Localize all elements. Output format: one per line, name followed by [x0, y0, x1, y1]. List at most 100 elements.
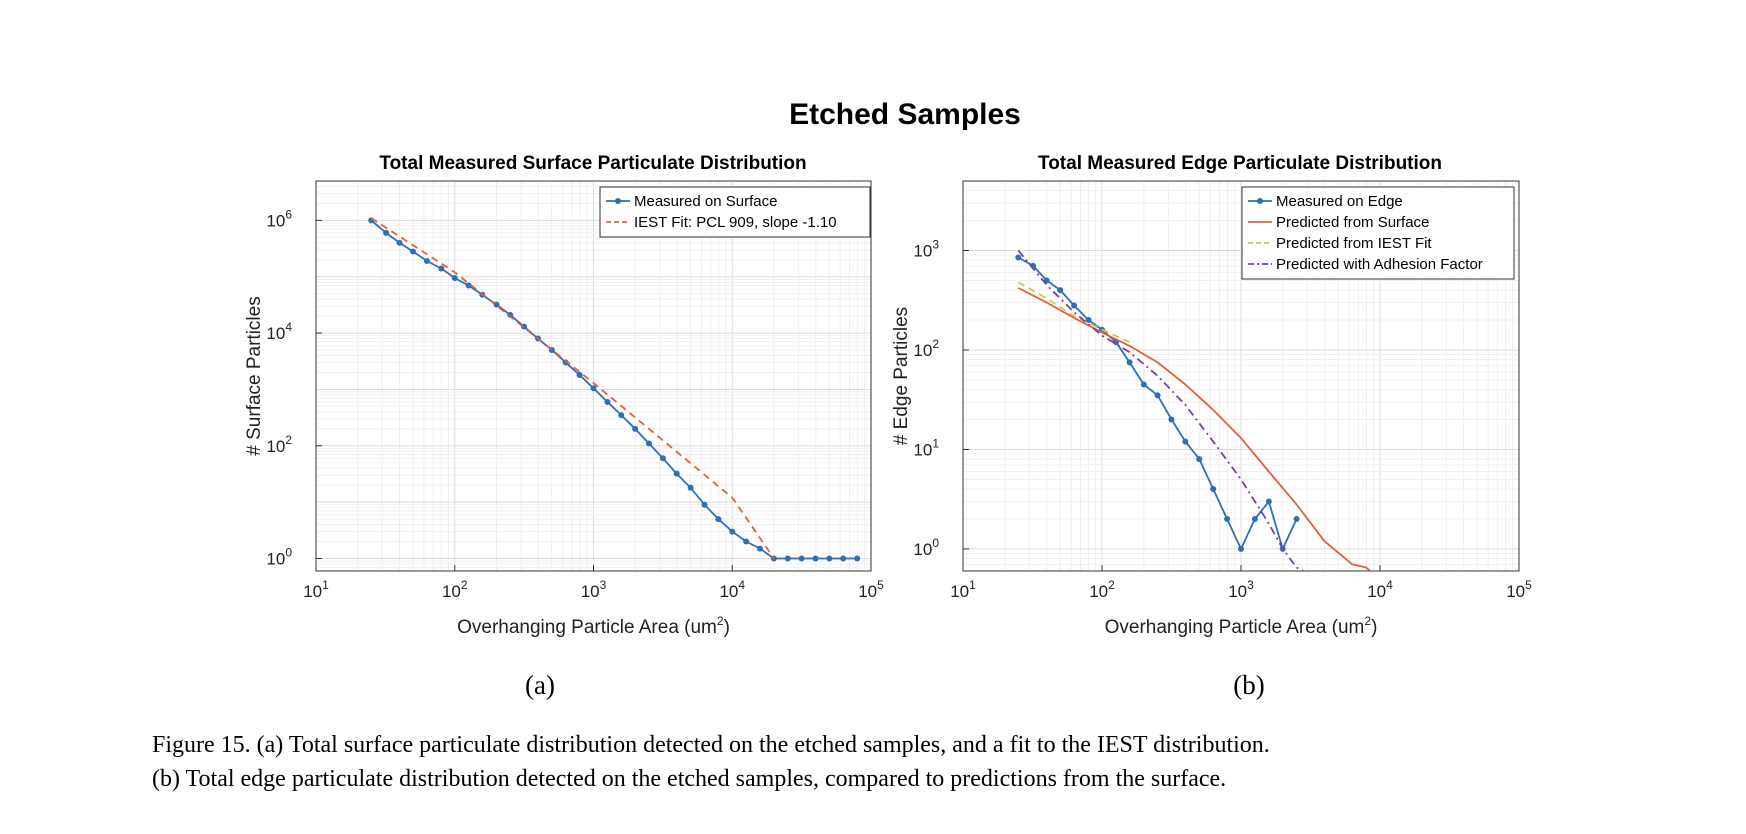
x-axis-label-superscript: 2	[1364, 614, 1371, 628]
data-point	[1293, 515, 1300, 522]
y-tick-exponent: 3	[932, 238, 939, 252]
data-point	[1182, 438, 1189, 445]
x-tick-label: 103	[581, 578, 607, 601]
series-1	[1017, 287, 1371, 571]
y-tick-label: 104	[266, 320, 292, 343]
data-point	[1071, 302, 1078, 309]
x-tick-exponent: 4	[1386, 578, 1393, 592]
y-tick-base: 10	[266, 211, 285, 230]
data-point	[1210, 486, 1217, 493]
series-3	[1017, 249, 1304, 571]
y-tick-base: 10	[266, 324, 285, 343]
x-tick-base: 10	[1506, 582, 1525, 601]
y-tick-base: 10	[913, 341, 932, 360]
y-tick-exponent: 4	[285, 320, 292, 334]
y-tick-base: 10	[266, 549, 285, 568]
series-line	[370, 217, 775, 560]
x-tick-base: 10	[1089, 582, 1108, 601]
data-point	[618, 412, 625, 419]
y-tick-label: 106	[266, 207, 292, 230]
figure-suptitle: Etched Samples	[789, 98, 1021, 131]
x-axis-label-end: )	[1371, 617, 1377, 638]
x-tick-label: 101	[950, 578, 976, 601]
data-point	[438, 265, 445, 272]
series-line	[1017, 287, 1371, 571]
data-point	[1126, 359, 1133, 366]
legend-marker	[1257, 198, 1263, 204]
legend-entry: Predicted with Adhesion Factor	[1276, 256, 1483, 273]
series-line	[1017, 249, 1304, 571]
legend-box	[599, 186, 871, 238]
y-tick-label: 100	[913, 536, 939, 559]
x-tick-base: 10	[303, 582, 322, 601]
x-tick-base: 10	[1367, 582, 1386, 601]
data-point	[576, 372, 583, 379]
subfig-label-a: (a)	[525, 670, 555, 700]
y-tick-exponent: 6	[285, 207, 292, 221]
x-tick-base: 10	[719, 582, 738, 601]
legend-entry: Measured on Edge	[1276, 193, 1403, 210]
y-tick-label: 103	[913, 238, 939, 261]
data-point	[646, 440, 653, 447]
y-axis-label: # Edge Particles	[891, 307, 912, 445]
data-point	[1224, 515, 1231, 522]
x-tick-exponent: 5	[877, 578, 884, 592]
x-tick-label: 105	[1506, 578, 1532, 601]
x-axis-label-end: )	[724, 617, 730, 638]
x-tick-exponent: 1	[969, 578, 976, 592]
legend: Measured on Edge Predicted from Surface Pr…	[1241, 186, 1515, 280]
series-2	[1017, 281, 1130, 343]
x-tick-exponent: 3	[1247, 578, 1254, 592]
x-axis-label-text: Overhanging Particle Area (um	[1105, 617, 1365, 638]
data-point	[1154, 392, 1161, 399]
data-point	[1196, 456, 1203, 463]
data-point	[743, 538, 750, 545]
data-point	[383, 229, 390, 236]
data-point	[798, 555, 805, 562]
legend-entry: IEST Fit: PCL 909, slope -1.10	[634, 214, 837, 231]
legend-box	[1241, 186, 1515, 280]
x-tick-exponent: 3	[600, 578, 607, 592]
series-line	[1017, 281, 1130, 343]
y-tick-label: 100	[266, 545, 292, 568]
data-point	[409, 248, 416, 255]
x-tick-label: 104	[719, 578, 745, 601]
y-tick-exponent: 1	[932, 436, 939, 450]
x-tick-label: 105	[858, 578, 884, 601]
y-tick-exponent: 0	[932, 536, 939, 550]
x-tick-exponent: 2	[1108, 578, 1115, 592]
y-tick-label: 102	[913, 337, 939, 360]
data-point	[604, 398, 611, 405]
data-point	[1251, 515, 1258, 522]
data-point	[1015, 254, 1022, 261]
caption-line-2: (b) Total edge particulate distribution …	[152, 766, 1227, 792]
x-tick-base: 10	[950, 582, 969, 601]
x-tick-base: 10	[858, 582, 877, 601]
y-tick-base: 10	[913, 540, 932, 559]
y-tick-exponent: 2	[932, 337, 939, 351]
figure-caption: Figure 15. (a) Total surface particulate…	[152, 728, 1672, 796]
series-1	[370, 217, 775, 560]
chart-title: Total Measured Edge Particulate Distribu…	[1038, 153, 1442, 174]
x-axis-label: Overhanging Particle Area (um2)	[1105, 614, 1378, 638]
subfig-label-b: (b)	[1233, 670, 1264, 700]
data-point	[826, 555, 833, 562]
x-axis-label-text: Overhanging Particle Area (um	[457, 617, 717, 638]
data-point	[854, 555, 861, 562]
data-point	[465, 282, 472, 289]
data-point	[757, 545, 764, 552]
y-tick-label: 101	[913, 436, 939, 459]
y-tick-base: 10	[913, 440, 932, 459]
y-axis-label: # Surface Particles	[244, 296, 265, 455]
legend: Measured on Surface IEST Fit: PCL 909, sl…	[599, 186, 871, 238]
data-point	[729, 528, 736, 535]
x-tick-exponent: 1	[322, 578, 329, 592]
x-tick-exponent: 2	[461, 578, 468, 592]
data-point	[715, 516, 722, 523]
legend-entry: Measured on Surface	[634, 193, 777, 210]
x-tick-label: 101	[303, 578, 329, 601]
data-point	[1057, 287, 1064, 294]
data-point	[1085, 317, 1092, 324]
y-tick-exponent: 0	[285, 545, 292, 559]
